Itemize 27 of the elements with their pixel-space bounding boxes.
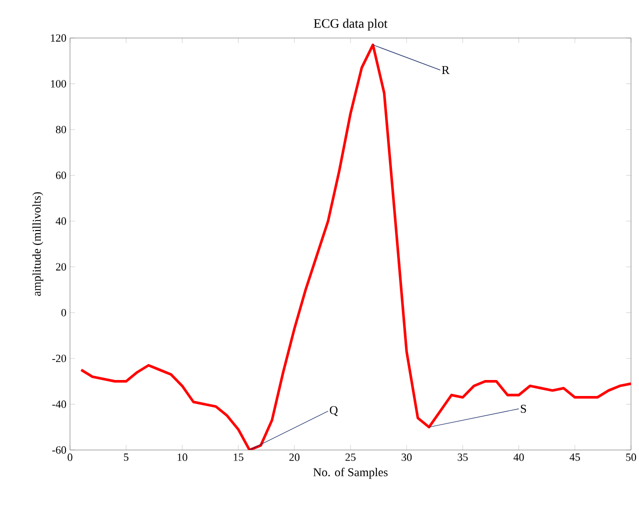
- x-tick-label: 25: [346, 454, 356, 461]
- y-tick-label: 120: [51, 34, 66, 42]
- annotation: Q: [330, 406, 338, 416]
- x-tick-label: 15: [234, 454, 244, 461]
- x-tick-label: 50: [626, 454, 636, 461]
- y-tick-label: -40: [52, 400, 66, 408]
- y-tick-label: -60: [52, 446, 66, 454]
- x-tick-label: 35: [458, 454, 468, 461]
- y-tick-label: 40: [56, 217, 66, 225]
- x-axis-title: No. of Samples: [313, 468, 388, 479]
- x-tick-label: 45: [570, 454, 580, 461]
- y-tick-label: 20: [56, 263, 66, 271]
- y-tick-label: 80: [56, 126, 66, 134]
- x-tick-label: 0: [68, 454, 72, 461]
- x-tick-label: 5: [124, 454, 128, 461]
- x-tick-label: 20: [289, 454, 300, 461]
- y-axis-title: amplitude (millivolts): [32, 192, 44, 296]
- annotation: S: [520, 404, 526, 413]
- x-tick-label: 40: [514, 454, 524, 461]
- y-tick-label: 0: [61, 308, 66, 316]
- y-tick-label: -20: [52, 354, 66, 362]
- y-tick-label: 100: [51, 80, 66, 88]
- x-tick-label: 30: [402, 454, 412, 461]
- annotation: R: [442, 66, 450, 74]
- chart-title: ECG data plot: [314, 18, 388, 30]
- y-tick-label: 60: [56, 172, 66, 180]
- x-tick-label: 10: [178, 454, 188, 461]
